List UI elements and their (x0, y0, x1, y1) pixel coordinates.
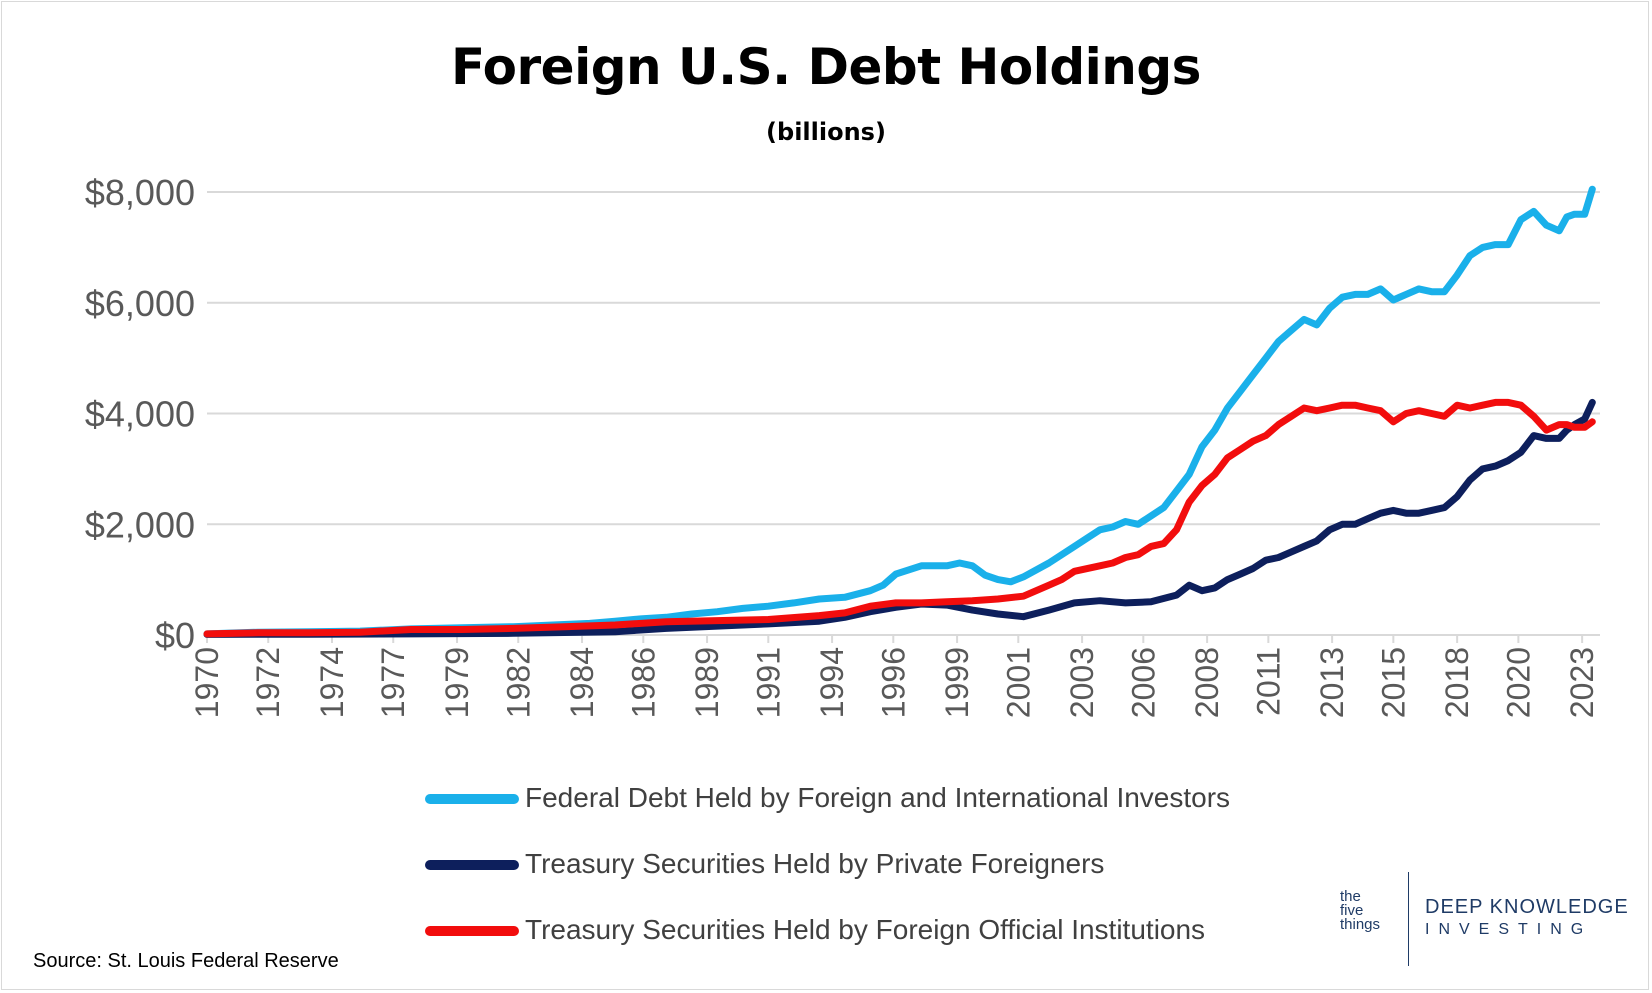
legend-label-private: Treasury Securities Held by Private Fore… (525, 848, 1105, 879)
x-tick-label: 2006 (1125, 647, 1161, 718)
series-lines (203, 185, 1596, 638)
x-tick-label: 1974 (314, 647, 350, 718)
legend-item-federal-debt: Federal Debt Held by Foreign and Interna… (425, 778, 1325, 818)
x-tick-label: 2008 (1189, 647, 1225, 718)
x-tick-label: 1999 (939, 647, 975, 718)
legend-swatch-official (425, 926, 519, 936)
series-line-federal-debt (203, 185, 1596, 638)
x-tick-label: 1982 (500, 647, 536, 718)
x-tick-label: 2015 (1375, 647, 1411, 718)
x-tick-label: 1984 (564, 647, 600, 718)
logo-word: five (1340, 902, 1364, 919)
y-tick-label: $4,000 (85, 394, 195, 435)
logo-word: the (1340, 888, 1361, 905)
y-tick-label: $8,000 (85, 172, 195, 213)
y-axis-ticks: $0 $2,000 $4,000 $6,000 $8,000 (85, 172, 195, 656)
x-tick-label: 1977 (375, 647, 411, 718)
legend-item-private: Treasury Securities Held by Private Fore… (425, 844, 1325, 884)
deep-knowledge-logo: DEEP KNOWLEDGE INVESTING (1425, 896, 1629, 939)
x-tick-label: 1996 (875, 647, 911, 718)
chart-title: Foreign U.S. Debt Holdings (451, 38, 1201, 96)
x-tick-label: 2013 (1314, 647, 1350, 718)
y-tick-label: $6,000 (85, 283, 195, 324)
y-tick-label: $2,000 (85, 504, 195, 545)
legend-swatch-federal-debt (425, 794, 519, 804)
x-tick-label: 1994 (814, 647, 850, 718)
x-tick-label: 2001 (1000, 647, 1036, 718)
series-line-private (203, 398, 1596, 638)
x-tick-label: 1986 (625, 647, 661, 718)
logo-brand-top: DEEP KNOWLEDGE (1425, 896, 1629, 918)
x-tick-label: 2023 (1564, 647, 1600, 718)
legend-item-official: Treasury Securities Held by Foreign Offi… (425, 910, 1325, 950)
x-axis-ticks: 1970 1972 1974 1977 1979 1982 1984 1986 1989 1991… (189, 634, 1600, 718)
logo-word: things (1340, 916, 1381, 933)
logo-block: the five things DEEP KNOWLEDGE INVESTING (1340, 872, 1630, 972)
x-tick-label: 1991 (750, 647, 786, 718)
logo-divider (1408, 872, 1409, 966)
legend-label-official: Treasury Securities Held by Foreign Offi… (525, 914, 1206, 945)
x-tick-label: 2003 (1064, 647, 1100, 718)
x-tick-label: 1972 (250, 647, 286, 718)
x-tick-label: 1970 (189, 647, 225, 718)
chart-subtitle: (billions) (766, 118, 886, 146)
x-tick-label: 2011 (1250, 647, 1286, 716)
gridlines (207, 191, 1600, 636)
x-tick-label: 1979 (439, 647, 475, 718)
x-tick-label: 1989 (689, 647, 725, 718)
x-tick-label: 2018 (1439, 647, 1475, 718)
y-tick-label: $0 (155, 615, 195, 656)
legend-swatch-private (425, 860, 519, 870)
logo-brand-bottom: INVESTING (1425, 921, 1593, 938)
series-line-official (203, 398, 1596, 638)
legend-label-federal-debt: Federal Debt Held by Foreign and Interna… (525, 782, 1231, 813)
x-tick-label: 2020 (1500, 647, 1536, 718)
five-things-logo: the five things (1340, 888, 1400, 933)
source-note: Source: St. Louis Federal Reserve (33, 950, 339, 972)
